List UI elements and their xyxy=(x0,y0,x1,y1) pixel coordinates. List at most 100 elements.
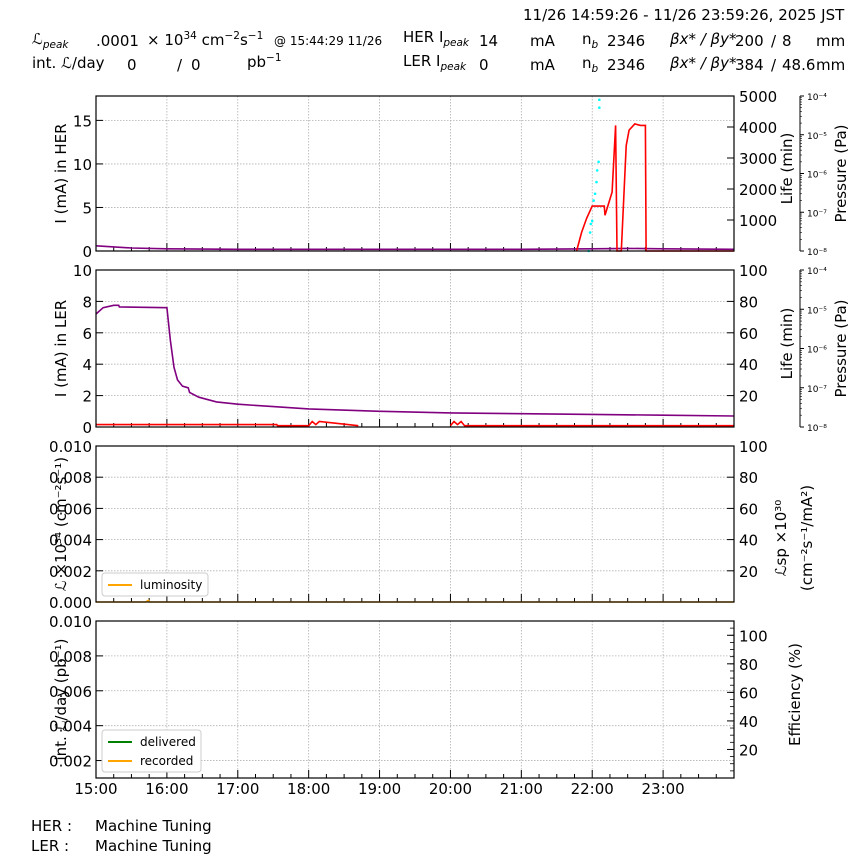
y-right-tick-label: 4000 xyxy=(739,119,777,137)
her-nb-value: 2346 xyxy=(607,32,646,50)
plot-frame xyxy=(95,95,735,252)
y-tick-label: 0.002 xyxy=(49,753,92,771)
y-tick-label: 0.010 xyxy=(49,438,92,456)
x-tick-label: 18:00 xyxy=(287,780,330,798)
her-status-label: HER : xyxy=(31,817,73,835)
ler-ipeak-unit: mA xyxy=(530,56,555,74)
x-tick-label: 17:00 xyxy=(216,780,259,798)
lpeak-symbol: ℒ xyxy=(32,30,43,48)
her-beta-y: 8 xyxy=(782,32,792,50)
y-right-tick-label: 100 xyxy=(739,438,768,456)
y-tick-label: 5 xyxy=(82,199,92,217)
lpeak-time: @ 15:44:29 11/26 xyxy=(274,34,383,48)
chart-panel-intlumi: 0.002 0.004 0.006 0.008 0.010 20 40 60 80 100 int.… xyxy=(49,613,804,779)
legend-label-recorded: recorded xyxy=(140,754,193,768)
ler-ipeak-sub: peak xyxy=(440,61,467,73)
chart-panel-lumi: 0.000 0.002 0.004 0.006 0.008 0.010 20 40 60 80 10… xyxy=(49,438,816,612)
ler-beta-x: 384 xyxy=(735,56,764,74)
series-her-lifetime-min- xyxy=(575,123,734,252)
her-ipeak-value: 14 xyxy=(479,32,499,50)
ler-nb-symbol: n xyxy=(582,54,592,72)
int-lumi-label: int. ℒ/day xyxy=(32,54,105,72)
y-right-tick-label: 20 xyxy=(739,388,758,406)
chart-panel-ler: 0 2 4 6 8 10 20 40 60 80 100 I (mA) in LER Life (min… xyxy=(52,262,850,437)
y-axis-label: I (mA) in LER xyxy=(52,300,70,397)
pressure-tick-label: 10⁻⁵ xyxy=(807,132,827,142)
int-lumi-unit-exp: −1 xyxy=(266,52,282,64)
ler-beta-sep: / xyxy=(771,56,777,74)
lpeak-unit-s: s xyxy=(239,31,248,49)
y-tick-label: 0.000 xyxy=(49,594,92,612)
y-tick-label: 0 xyxy=(82,419,92,437)
her-beta-x: 200 xyxy=(735,32,764,50)
series-ler-lifetime-min- xyxy=(96,420,734,427)
int-lumi-recorded: 0 xyxy=(191,56,201,74)
y-tick-label: 10 xyxy=(73,262,92,280)
y-right-tick-label: 3000 xyxy=(739,150,777,168)
lpeak-unit-exp: 34 xyxy=(183,30,197,42)
x-tick-label: 21:00 xyxy=(500,780,543,798)
pressure-point xyxy=(598,98,601,102)
y-right-tick-label: 1000 xyxy=(739,212,777,230)
y-right-tick-label: 20 xyxy=(739,563,758,581)
lpeak-value: .0001 xyxy=(96,32,139,50)
lpeak-unit-s-exp: −1 xyxy=(247,30,264,42)
y-tick-label: 0 xyxy=(82,243,92,261)
pressure-tick-label: 10⁻⁶ xyxy=(807,171,827,181)
pressure-tick-label: 10⁻⁷ xyxy=(807,385,827,395)
lpeak-label: ℒpeak xyxy=(32,30,68,51)
ler-beta-label: βx* / βy* xyxy=(670,54,737,72)
pressure-axis-label: Pressure (Pa) xyxy=(832,299,850,397)
y-tick-label: 0.006 xyxy=(49,683,92,701)
legend-label-delivered: delivered xyxy=(140,735,196,749)
y-right-tick-label: 80 xyxy=(739,656,758,674)
y-right-axis-label: Efficiency (%) xyxy=(786,643,804,746)
her-ipeak-unit: mA xyxy=(530,32,555,50)
plot-frame xyxy=(95,445,735,603)
y-right-tick-label: 40 xyxy=(739,356,758,374)
y-right-tick-label: 100 xyxy=(739,262,768,280)
x-tick-label: 22:00 xyxy=(571,780,614,798)
y-right-axis-label-line2: (cm⁻²s⁻¹/mA²) xyxy=(798,485,816,591)
y-right-tick-label: 80 xyxy=(739,293,758,311)
pressure-point xyxy=(590,219,594,223)
legend-box xyxy=(101,572,209,597)
ler-beta-unit: mm xyxy=(816,56,846,74)
pressure-point xyxy=(593,192,597,196)
y-right-tick-label: 100 xyxy=(739,627,768,645)
her-nb-symbol: n xyxy=(582,30,592,48)
x-tick-label: 15:00 xyxy=(74,780,117,798)
pressure-tick-label: 10⁻⁸ xyxy=(807,424,827,434)
series-ler-current-ma- xyxy=(95,304,735,417)
y-right-tick-label: 40 xyxy=(739,713,758,731)
lpeak-unit: × 1034 cm−2s−1 xyxy=(147,30,263,49)
plot-frame xyxy=(95,620,735,779)
pressure-point xyxy=(598,106,601,109)
plot-frame xyxy=(95,269,735,428)
her-status-value: Machine Tuning xyxy=(95,817,212,835)
y-right-tick-label: 2000 xyxy=(739,181,777,199)
y-axis-label: I (mA) in HER xyxy=(52,123,70,223)
x-tick-label: 20:00 xyxy=(429,780,472,798)
int-lumi-sep: / xyxy=(177,56,183,74)
y-right-tick-label: 80 xyxy=(739,469,758,487)
pressure-point xyxy=(595,169,599,172)
ler-ipeak-label-text: LER I xyxy=(403,52,441,70)
her-beta-unit: mm xyxy=(816,32,846,50)
y-axis-label: int. ℒ/day (pb⁻¹) xyxy=(52,639,70,761)
y-tick-label: 6 xyxy=(82,325,92,343)
pressure-tick-label: 10⁻⁸ xyxy=(807,248,827,258)
y-right-tick-label: 20 xyxy=(739,741,758,759)
int-lumi-unit-base: pb xyxy=(247,53,267,71)
y-right-tick-label: 60 xyxy=(739,500,758,518)
y-tick-label: 4 xyxy=(82,356,92,374)
y-tick-label: 0.008 xyxy=(49,648,92,666)
y-right-tick-label: 40 xyxy=(739,532,758,550)
pressure-point xyxy=(597,160,600,164)
pressure-tick-label: 10⁻⁵ xyxy=(807,306,827,316)
pressure-point xyxy=(595,180,598,184)
pressure-point xyxy=(588,231,592,234)
ler-nb-value: 2346 xyxy=(607,56,646,74)
y-tick-label: 0.006 xyxy=(49,500,92,518)
